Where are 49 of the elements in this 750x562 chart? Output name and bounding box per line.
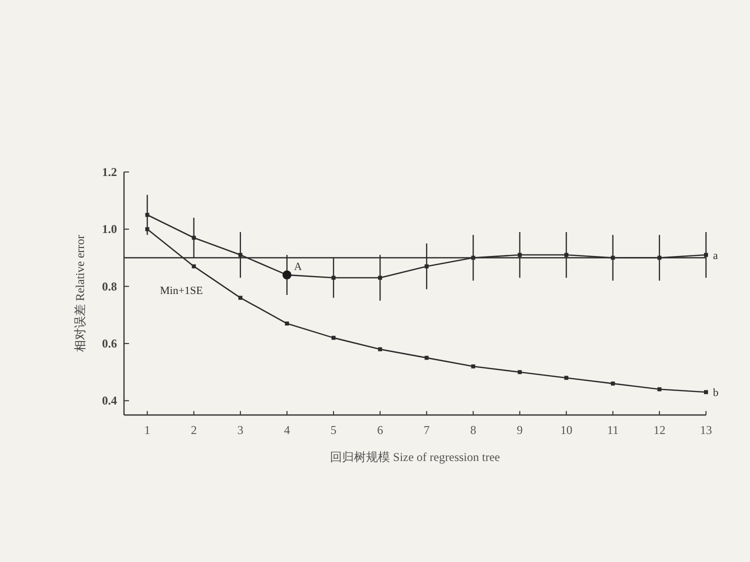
point (704, 390, 708, 394)
point (145, 227, 150, 232)
x-tick-label: 8 (470, 423, 476, 437)
x-tick-label: 7 (424, 423, 430, 437)
x-tick-label: 6 (377, 423, 384, 437)
point (471, 256, 476, 260)
y-tick-label: 1.2 (102, 165, 117, 179)
x-tick-label: 2 (190, 423, 197, 437)
y-tick-label: 0.8 (102, 279, 117, 294)
annotation: A (294, 260, 302, 273)
point (284, 322, 289, 326)
y-tick-label: 1.0 (102, 222, 117, 236)
x-tick-label: 4 (284, 423, 290, 437)
point (564, 376, 568, 380)
y-axis-title: 相对误差 Relative error (73, 234, 87, 352)
point (704, 252, 708, 257)
x-tick-label: 5 (330, 423, 337, 437)
x-axis-title: 回归树规模 Size of regression tree (330, 450, 500, 464)
point (471, 364, 476, 368)
point (518, 370, 522, 374)
point (192, 264, 196, 268)
point (564, 252, 568, 257)
x-tick-label: 11 (607, 423, 619, 437)
point (145, 212, 150, 217)
x-tick-label: 9 (516, 423, 523, 437)
point (332, 336, 336, 340)
point (378, 347, 382, 352)
ref-line-label: Min+1SE (160, 284, 204, 297)
point (378, 276, 382, 280)
point (518, 252, 522, 257)
point (424, 264, 429, 268)
x-tick-label: 3 (237, 423, 244, 437)
y-tick-label: 0.4 (102, 394, 117, 408)
point (192, 236, 196, 240)
point (610, 382, 615, 386)
series-label: b (713, 387, 719, 400)
x-tick-label: 1 (144, 423, 150, 437)
x-tick-label: 12 (653, 423, 666, 437)
point (238, 296, 242, 300)
point (657, 256, 662, 260)
x-tick-label: 10 (560, 423, 572, 437)
y-tick-label: 0.6 (102, 336, 117, 351)
point (610, 256, 615, 260)
point (332, 276, 336, 280)
x-tick-label: 13 (700, 423, 712, 437)
point (238, 252, 242, 257)
series-label: a (713, 250, 718, 262)
point (424, 356, 429, 360)
point (657, 387, 662, 392)
